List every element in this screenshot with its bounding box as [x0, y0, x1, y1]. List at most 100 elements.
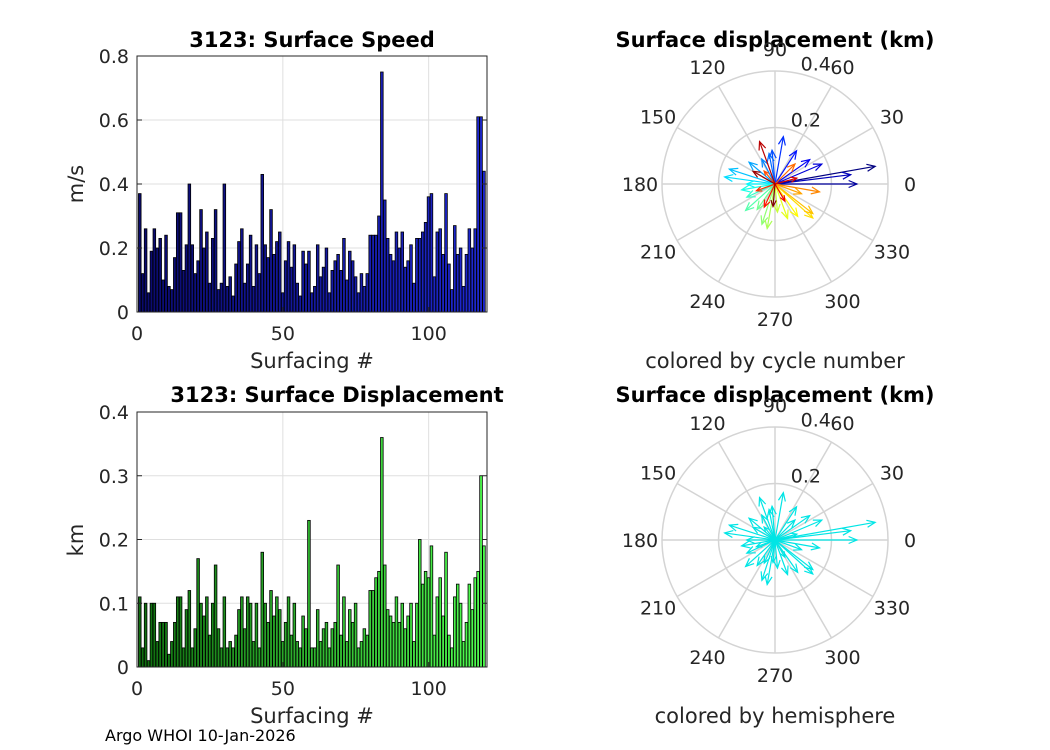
displacement-ytick-label: 0.1	[99, 593, 129, 615]
speed-bar	[164, 234, 168, 313]
speed-bar	[213, 209, 218, 313]
compass-cycle-vector-shaft	[766, 183, 776, 229]
compass-hemisphere-vector	[763, 539, 776, 565]
displacement-bar	[455, 583, 460, 668]
displacement-bar	[161, 621, 165, 668]
compass-hemisphere-vector-shaft	[774, 519, 823, 541]
speed-bar	[231, 295, 235, 313]
compass-hemisphere-vector-head	[740, 540, 751, 549]
speed-bar	[429, 193, 434, 313]
compass-cycle-vector-head	[763, 169, 769, 177]
compass-cycle-vector-head	[723, 174, 734, 183]
speed-bar	[266, 257, 270, 313]
compass-cycle-vector	[774, 183, 803, 195]
speed-bar	[438, 228, 442, 313]
displacement-bar	[225, 647, 229, 668]
compass-cycle-vector-head	[758, 140, 767, 151]
compass-cycle-vector-shaft	[758, 141, 776, 185]
compass-hemisphere-ring	[661, 426, 889, 654]
displacement-bar	[155, 641, 159, 668]
compass-cycle-vector-head	[766, 151, 775, 163]
compass-hemisphere-vector-head	[788, 505, 798, 516]
displacement-bar	[420, 583, 425, 668]
compass-cycle-theta-label: 180	[622, 174, 658, 196]
compass-hemisphere-rtick-label: 0.2	[791, 465, 821, 487]
speed-bar	[318, 276, 323, 313]
compass-cycle-vector	[774, 149, 798, 185]
compass-hemisphere-vector-head	[754, 542, 763, 548]
speed-bar	[365, 273, 369, 313]
displacement-bar	[473, 577, 477, 668]
compass-hemisphere-vector-head	[786, 518, 797, 529]
displacement-bar	[423, 570, 428, 668]
compass-cycle-vector-head	[793, 187, 803, 195]
compass-hemisphere-vector-head	[848, 535, 859, 545]
displacement-bar	[164, 621, 168, 668]
displacement-bar	[286, 596, 291, 668]
speed-bar	[330, 269, 334, 313]
compass-hemisphere-theta-label: 150	[640, 463, 676, 485]
compass-hemisphere-rtick-label: 0.4	[801, 410, 831, 432]
displacement-chart-title: 3123: Surface Displacement	[170, 383, 503, 407]
displacement-bar	[143, 602, 148, 668]
compass-cycle-vector	[774, 183, 822, 195]
compass-hemisphere-vector	[774, 519, 824, 541]
compass-hemisphere-vector	[747, 517, 776, 541]
displacement-bar	[295, 641, 299, 668]
speed-bar	[254, 244, 259, 313]
compass-hemisphere-vector-head	[727, 523, 739, 532]
speed-bar	[385, 237, 390, 313]
compass-hemisphere-vector-shaft	[758, 497, 776, 541]
compass-cycle-vector-shaft	[763, 183, 776, 208]
speed-bar	[222, 183, 227, 313]
compass-hemisphere-vector	[774, 532, 799, 541]
speed-bar	[391, 260, 396, 313]
compass-cycle-vector	[774, 183, 786, 203]
speed-bar	[324, 247, 329, 313]
displacement-bar	[257, 647, 262, 668]
speed-bar	[234, 263, 238, 313]
displacement-bar	[243, 628, 247, 668]
displacement-bar	[476, 570, 480, 668]
compass-cycle-vector-shaft	[774, 174, 851, 185]
displacement-bar	[240, 596, 244, 668]
speed-bar	[251, 285, 256, 313]
speed-bar	[310, 292, 314, 313]
speed-chart-title: 3123: Surface Speed	[189, 28, 435, 52]
displacement-bar	[432, 634, 437, 668]
displacement-xtick-label: 100	[411, 678, 447, 700]
speed-bar	[327, 292, 332, 313]
speed-bar	[225, 285, 229, 313]
speed-bar	[210, 237, 215, 313]
speed-bar	[304, 263, 308, 313]
compass-cycle-vector-shaft	[774, 183, 802, 195]
speed-ytick-label: 0	[117, 302, 129, 324]
speed-bar	[453, 225, 457, 313]
displacement-bar	[406, 615, 410, 668]
compass-hemisphere-vector	[751, 526, 776, 541]
compass-cycle-vector-head	[754, 186, 763, 192]
compass-hemisphere-theta-label: 30	[880, 463, 904, 485]
compass-cycle-vector	[774, 183, 815, 215]
displacement-bar	[234, 634, 238, 668]
compass-cycle-vector	[744, 183, 776, 212]
displacement-bar	[441, 615, 445, 668]
compass-cycle-vector	[774, 162, 797, 185]
displacement-bar	[310, 647, 314, 668]
compass-hemisphere-vector	[758, 496, 776, 541]
compass-hemisphere-vector-head	[747, 517, 758, 527]
compass-hemisphere-vector-head	[761, 513, 769, 524]
displacement-bar	[275, 596, 279, 668]
compass-hemisphere-theta-label: 120	[689, 413, 725, 435]
displacement-ytick-label: 0.4	[99, 402, 129, 424]
speed-bar	[476, 116, 480, 313]
compass-cycle-vector-head	[745, 190, 756, 198]
speed-bar	[406, 260, 410, 313]
compass-hemisphere-vector-shaft	[774, 539, 802, 551]
displacement-bar	[208, 634, 212, 668]
compass-hemisphere-vector-shaft	[763, 539, 776, 564]
speed-bar	[243, 282, 247, 313]
compass-hemisphere-vector-shaft	[774, 521, 876, 541]
compass-hemisphere-vector-head	[763, 555, 771, 565]
compass-hemisphere-vector-shaft	[774, 492, 784, 541]
